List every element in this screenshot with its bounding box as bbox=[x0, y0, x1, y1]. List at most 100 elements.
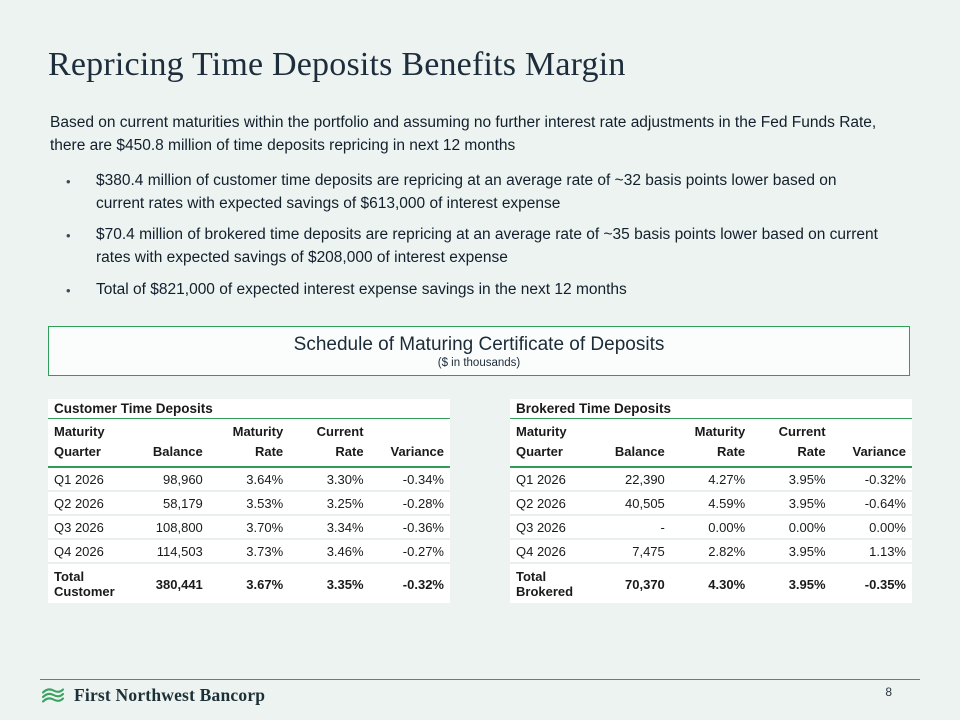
bullet-text: Total of $821,000 of expected interest e… bbox=[96, 281, 627, 298]
table-title: Customer Time Deposits bbox=[48, 398, 450, 419]
cell-current-rate: 3.95% bbox=[751, 539, 832, 565]
table-total-row: Total Brokered 70,370 4.30% 3.95% -0.35% bbox=[510, 563, 912, 603]
cell-maturity-rate: 3.73% bbox=[208, 539, 290, 565]
cell-current-rate: 0.00% bbox=[751, 515, 832, 541]
total-variance: -0.35% bbox=[864, 576, 906, 592]
table-row: Q2 2026 40,505 4.59% 3.95% -0.64% bbox=[510, 491, 912, 517]
brokered-time-deposits-table: Brokered Time Deposits Maturity Quarter Ba… bbox=[510, 398, 912, 604]
cell-variance: -0.36% bbox=[369, 515, 450, 541]
cell-maturity-rate: 4.27% bbox=[670, 467, 752, 493]
table-title: Brokered Time Deposits bbox=[510, 398, 912, 419]
cell-current-rate: 3.30% bbox=[289, 467, 370, 493]
schedule-header-box: Schedule of Maturing Certificate of Depo… bbox=[48, 325, 910, 376]
company-brand: First Northwest Bancorp bbox=[40, 685, 265, 706]
table-row: Q1 2026 98,960 3.64% 3.30% -0.34% bbox=[48, 467, 450, 493]
bullet-text: $70.4 million of brokered time deposits … bbox=[96, 226, 878, 267]
table-row: Q2 2026 58,179 3.53% 3.25% -0.28% bbox=[48, 491, 450, 517]
cell-maturity-quarter: Q1 2026 bbox=[510, 467, 591, 493]
table-total-row: Total Customer 380,441 3.67% 3.35% -0.32% bbox=[48, 563, 450, 603]
schedule-box-subtitle: ($ in thousands) bbox=[437, 356, 521, 369]
slide-footer: First Northwest Bancorp 8 bbox=[40, 679, 920, 706]
cell-current-rate: 3.95% bbox=[751, 467, 832, 493]
cell-variance: -0.64% bbox=[831, 491, 912, 517]
cell-maturity-quarter: Q2 2026 bbox=[510, 491, 591, 517]
table-row: Q4 2026 7,475 2.82% 3.95% 1.13% bbox=[510, 539, 912, 565]
cell-variance: -0.28% bbox=[369, 491, 450, 517]
cell-maturity-rate: 0.00% bbox=[670, 515, 752, 541]
cell-current-rate: 3.95% bbox=[751, 491, 832, 517]
bullet-item: • $70.4 million of brokered time deposit… bbox=[66, 224, 888, 270]
cell-current-rate: 3.25% bbox=[289, 491, 370, 517]
cell-maturity-quarter: Q3 2026 bbox=[48, 515, 129, 541]
cell-maturity-rate: 3.70% bbox=[208, 515, 290, 541]
cell-balance: 7,475 bbox=[590, 539, 671, 565]
cell-balance: 108,800 bbox=[128, 515, 209, 541]
column-header-maturity-rate: Maturity Rate bbox=[670, 418, 752, 469]
footer-divider bbox=[40, 679, 920, 680]
cell-balance: 58,179 bbox=[128, 491, 209, 517]
total-maturity-quarter: Total Customer bbox=[54, 569, 115, 600]
column-header-variance: Variance bbox=[831, 418, 912, 469]
bullet-item: • Total of $821,000 of expected interest… bbox=[66, 279, 888, 302]
cell-variance: 1.13% bbox=[831, 539, 912, 565]
bullet-list: • $380.4 million of customer time deposi… bbox=[48, 170, 912, 302]
total-maturity-quarter: Total Brokered bbox=[516, 569, 574, 600]
cell-balance: 98,960 bbox=[128, 467, 209, 493]
column-header-maturity-rate: Maturity Rate bbox=[208, 418, 290, 469]
total-current-rate: 3.35% bbox=[326, 576, 364, 592]
bullet-icon: • bbox=[66, 173, 71, 189]
table-row: Q1 2026 22,390 4.27% 3.95% -0.32% bbox=[510, 467, 912, 493]
table-row: Q3 2026-0.00% 0.00% 0.00% bbox=[510, 515, 912, 541]
tables-row: Customer Time Deposits Maturity Quarter Ba… bbox=[48, 398, 912, 604]
company-name: First Northwest Bancorp bbox=[74, 685, 266, 705]
table-header-row: Maturity Quarter Balance Maturity Rate Curr… bbox=[510, 418, 912, 469]
cell-variance: 0.00% bbox=[831, 515, 912, 541]
cell-maturity-quarter: Q3 2026 bbox=[510, 515, 591, 541]
page-number: 8 bbox=[885, 685, 892, 699]
column-header-balance: Balance bbox=[128, 418, 209, 469]
column-header-variance: Variance bbox=[369, 418, 450, 469]
cell-maturity-rate: 4.59% bbox=[670, 491, 752, 517]
bullet-icon: • bbox=[66, 283, 71, 298]
cell-maturity-rate: 2.82% bbox=[670, 539, 752, 565]
cell-balance: - bbox=[590, 515, 671, 541]
cell-maturity-quarter: Q4 2026 bbox=[48, 539, 129, 565]
waves-icon bbox=[41, 687, 65, 703]
bullet-text: $380.4 million of customer time deposits… bbox=[96, 171, 837, 212]
cell-maturity-rate: 3.64% bbox=[208, 467, 290, 493]
cell-maturity-quarter: Q1 2026 bbox=[48, 467, 129, 493]
total-current-rate: 3.95% bbox=[788, 576, 826, 592]
column-header-balance: Balance bbox=[590, 418, 671, 469]
column-header-current-rate: Current Rate bbox=[289, 418, 370, 469]
intro-text: Based on current maturities within the p… bbox=[50, 114, 877, 154]
bullet-icon: • bbox=[66, 228, 71, 244]
schedule-box-title: Schedule of Maturing Certificate of Depo… bbox=[293, 333, 665, 355]
cell-variance: -0.34% bbox=[369, 467, 450, 493]
table-row: Q4 2026 114,503 3.73% 3.46% -0.27% bbox=[48, 539, 450, 565]
cell-variance: -0.27% bbox=[369, 539, 450, 565]
bullet-item: • $380.4 million of customer time deposi… bbox=[66, 170, 888, 216]
cell-variance: -0.32% bbox=[831, 467, 912, 493]
cell-current-rate: 3.46% bbox=[289, 539, 370, 565]
cell-maturity-quarter: Q2 2026 bbox=[48, 491, 129, 517]
page-title: Repricing Time Deposits Benefits Margin bbox=[48, 46, 626, 83]
table-row: Q3 2026 108,800 3.70% 3.34% -0.36% bbox=[48, 515, 450, 541]
slide-content: Repricing Time Deposits Benefits Margin … bbox=[48, 46, 912, 604]
total-maturity-rate: 4.30% bbox=[708, 576, 746, 592]
column-header-maturity-quarter: Maturity Quarter bbox=[510, 418, 591, 469]
footer-row: First Northwest Bancorp 8 bbox=[40, 685, 920, 706]
total-balance: 70,370 bbox=[625, 576, 665, 592]
cell-balance: 114,503 bbox=[128, 539, 209, 565]
column-header-maturity-quarter: Maturity Quarter bbox=[48, 418, 129, 469]
cell-maturity-rate: 3.53% bbox=[208, 491, 290, 517]
cell-maturity-quarter: Q4 2026 bbox=[510, 539, 591, 565]
table-header-row: Maturity Quarter Balance Maturity Rate Curr… bbox=[48, 418, 450, 469]
total-variance: -0.32% bbox=[402, 576, 444, 592]
cell-balance: 22,390 bbox=[590, 467, 671, 493]
total-maturity-rate: 3.67% bbox=[246, 576, 284, 592]
cell-current-rate: 3.34% bbox=[289, 515, 370, 541]
cell-balance: 40,505 bbox=[590, 491, 671, 517]
customer-time-deposits-table: Customer Time Deposits Maturity Quarter Ba… bbox=[48, 398, 450, 604]
total-balance: 380,441 bbox=[155, 576, 203, 592]
